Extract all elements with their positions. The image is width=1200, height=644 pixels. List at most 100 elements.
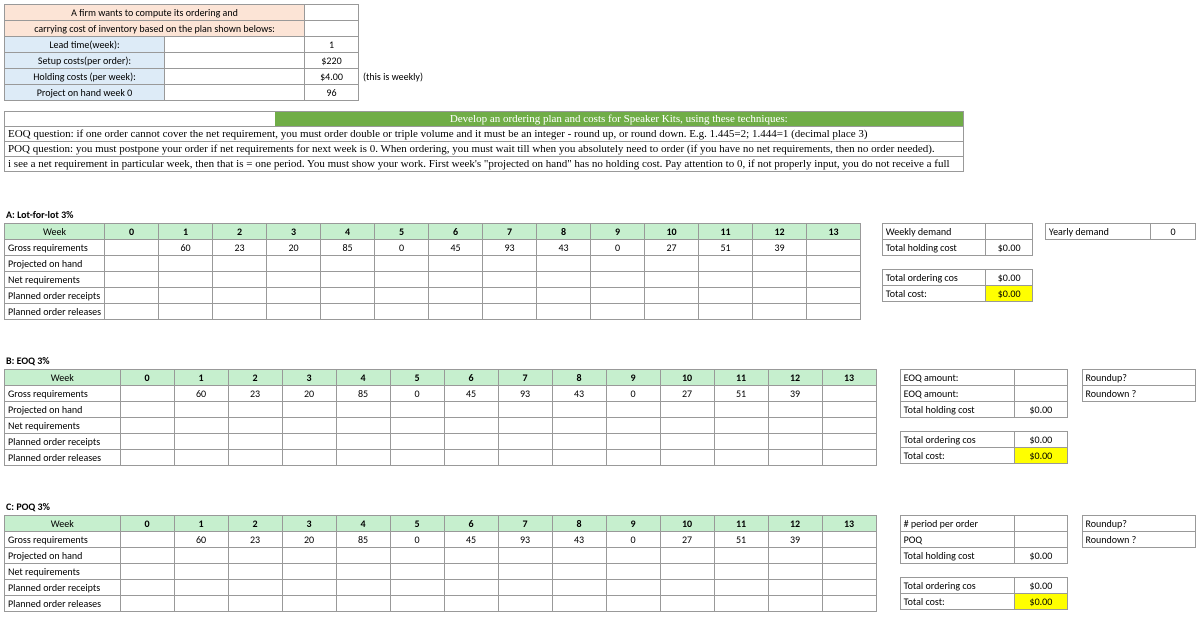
- grid-cell[interactable]: [228, 402, 282, 418]
- grid-cell[interactable]: [120, 580, 174, 596]
- grid-cell[interactable]: [753, 272, 807, 288]
- grid-cell[interactable]: [174, 434, 228, 450]
- grid-cell[interactable]: [375, 256, 429, 272]
- grid-cell[interactable]: [390, 402, 444, 418]
- grid-cell[interactable]: [483, 272, 537, 288]
- grid-cell[interactable]: 0: [390, 532, 444, 548]
- side-value[interactable]: [1014, 386, 1067, 402]
- grid-cell[interactable]: [822, 434, 876, 450]
- grid-cell[interactable]: [174, 418, 228, 434]
- grid-cell[interactable]: [282, 434, 336, 450]
- side-value[interactable]: $0.00: [1014, 578, 1067, 594]
- grid-cell[interactable]: [228, 418, 282, 434]
- grid-cell[interactable]: 0: [390, 386, 444, 402]
- grid-cell[interactable]: 60: [174, 386, 228, 402]
- grid-cell[interactable]: [282, 402, 336, 418]
- grid-cell[interactable]: [552, 402, 606, 418]
- far-value[interactable]: 0: [1151, 224, 1196, 240]
- grid-cell[interactable]: [444, 434, 498, 450]
- grid-cell[interactable]: [159, 288, 213, 304]
- grid-cell[interactable]: [660, 596, 714, 612]
- grid-cell[interactable]: [336, 564, 390, 580]
- grid-cell[interactable]: 45: [444, 532, 498, 548]
- grid-cell[interactable]: [699, 288, 753, 304]
- param-value[interactable]: $4.00: [305, 69, 359, 85]
- grid-cell[interactable]: [660, 434, 714, 450]
- grid-cell[interactable]: [660, 548, 714, 564]
- grid-cell[interactable]: [336, 596, 390, 612]
- grid-cell[interactable]: [321, 288, 375, 304]
- grid-cell[interactable]: 45: [429, 240, 483, 256]
- grid-cell[interactable]: [429, 304, 483, 320]
- grid-cell[interactable]: [444, 402, 498, 418]
- side-value[interactable]: $0.00: [1014, 594, 1067, 610]
- grid-cell[interactable]: [282, 596, 336, 612]
- grid-cell[interactable]: [537, 256, 591, 272]
- grid-cell[interactable]: [552, 596, 606, 612]
- grid-cell[interactable]: [645, 288, 699, 304]
- grid-cell[interactable]: [807, 288, 861, 304]
- grid-cell[interactable]: [375, 288, 429, 304]
- grid-cell[interactable]: [159, 304, 213, 320]
- grid-cell[interactable]: [429, 288, 483, 304]
- grid-cell[interactable]: [483, 304, 537, 320]
- grid-cell[interactable]: [822, 564, 876, 580]
- grid-cell[interactable]: [645, 256, 699, 272]
- grid-cell[interactable]: [552, 418, 606, 434]
- grid-cell[interactable]: [228, 450, 282, 466]
- param-value[interactable]: 1: [305, 37, 359, 53]
- grid-cell[interactable]: [282, 564, 336, 580]
- grid-cell[interactable]: [807, 272, 861, 288]
- grid-cell[interactable]: [714, 434, 768, 450]
- grid-cell[interactable]: 27: [645, 240, 699, 256]
- grid-cell[interactable]: [120, 386, 174, 402]
- grid-cell[interactable]: [105, 256, 159, 272]
- grid-cell[interactable]: [606, 580, 660, 596]
- grid-cell[interactable]: 85: [336, 532, 390, 548]
- grid-cell[interactable]: [174, 596, 228, 612]
- grid-cell[interactable]: [591, 304, 645, 320]
- grid-cell[interactable]: [807, 240, 861, 256]
- grid-cell[interactable]: 39: [753, 240, 807, 256]
- grid-cell[interactable]: 60: [174, 532, 228, 548]
- grid-cell[interactable]: [213, 272, 267, 288]
- grid-cell[interactable]: [105, 240, 159, 256]
- grid-cell[interactable]: [174, 402, 228, 418]
- grid-cell[interactable]: [120, 434, 174, 450]
- grid-cell[interactable]: [699, 272, 753, 288]
- side-value[interactable]: [986, 224, 1032, 240]
- grid-cell[interactable]: [174, 580, 228, 596]
- grid-cell[interactable]: [120, 548, 174, 564]
- grid-cell[interactable]: 23: [228, 532, 282, 548]
- grid-cell[interactable]: [606, 402, 660, 418]
- grid-cell[interactable]: [606, 596, 660, 612]
- grid-cell[interactable]: 51: [714, 386, 768, 402]
- grid-cell[interactable]: [537, 288, 591, 304]
- grid-cell[interactable]: [174, 564, 228, 580]
- grid-cell[interactable]: [591, 288, 645, 304]
- grid-cell[interactable]: [321, 272, 375, 288]
- grid-cell[interactable]: [336, 434, 390, 450]
- grid-cell[interactable]: [498, 580, 552, 596]
- grid-cell[interactable]: [375, 272, 429, 288]
- grid-cell[interactable]: [606, 418, 660, 434]
- grid-cell[interactable]: [120, 450, 174, 466]
- grid-cell[interactable]: [267, 272, 321, 288]
- grid-cell[interactable]: [267, 304, 321, 320]
- grid-cell[interactable]: [537, 304, 591, 320]
- grid-cell[interactable]: [807, 304, 861, 320]
- grid-cell[interactable]: [159, 256, 213, 272]
- grid-cell[interactable]: [822, 402, 876, 418]
- grid-cell[interactable]: 93: [498, 386, 552, 402]
- side-value[interactable]: $0.00: [1014, 548, 1067, 564]
- grid-cell[interactable]: 0: [591, 240, 645, 256]
- side-value[interactable]: [1014, 370, 1067, 386]
- grid-cell[interactable]: [429, 256, 483, 272]
- grid-cell[interactable]: 27: [660, 532, 714, 548]
- grid-cell[interactable]: 0: [606, 386, 660, 402]
- grid-cell[interactable]: [498, 450, 552, 466]
- grid-cell[interactable]: [336, 402, 390, 418]
- grid-cell[interactable]: [606, 434, 660, 450]
- grid-cell[interactable]: [660, 580, 714, 596]
- grid-cell[interactable]: [105, 288, 159, 304]
